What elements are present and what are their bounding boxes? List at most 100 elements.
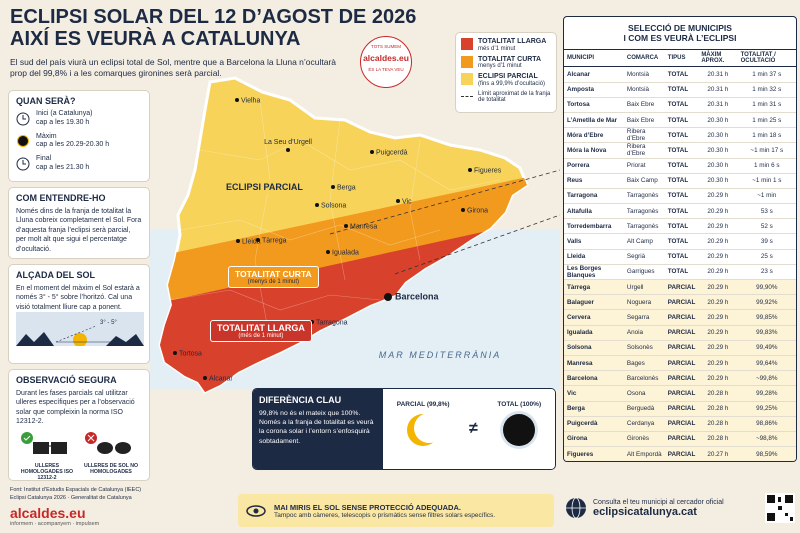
table-cell: Tarragona xyxy=(564,188,624,205)
table-cell: 20.29 h xyxy=(698,294,738,311)
table-cell: 1 min 31 s xyxy=(737,97,796,113)
title: ECLIPSI SOLAR DEL 12 D’AGOST DE 2026 AIX… xyxy=(10,6,416,50)
city-label: Girona xyxy=(467,208,488,215)
zone-title: TOTALITAT CURTA xyxy=(235,269,312,279)
panel-title: ALÇADA DEL SOL xyxy=(16,270,96,280)
city-dot xyxy=(236,239,240,243)
badge-brand: alcaldes.eu xyxy=(363,53,409,63)
difference-text: 99,8% no és el mateix que 100%. Només a … xyxy=(259,410,374,445)
table-row: Lleida Segrià TOTAL 20.29 h 25 s xyxy=(564,249,796,265)
zone-title: TOTALITAT LLARGA xyxy=(217,323,305,333)
source-line: Eclipsi Catalunya 2026 · Generalitat de … xyxy=(10,494,132,501)
table-row: Puigcerdà Cerdanya PARCIAL 20.28 h 98,86% xyxy=(564,416,796,432)
sources: Font: Institut d’Estudis Espacials de Ca… xyxy=(10,487,141,502)
map: MAR MEDITERRÀNIA Vielha La Seu d’Urgell Pu… xyxy=(150,76,560,394)
table-cell: TOTAL xyxy=(664,97,699,113)
city-label: Figueres xyxy=(474,168,502,175)
table-cell: 20.28 h xyxy=(698,431,738,448)
table-cell: TOTAL xyxy=(664,112,699,129)
altitude-panel: ALÇADA DEL SOL En el moment del màxim el… xyxy=(8,264,150,364)
table-row: Barcelona Barcelonès PARCIAL 20.29 h ~99,8% xyxy=(564,370,796,387)
table-row: Torredembarra Tarragonès TOTAL 20.29 h 52 s xyxy=(564,218,796,235)
total-label: TOTAL (100%) xyxy=(497,401,542,408)
table-row: Balaguer Noguera PARCIAL 20.29 h 99,92% xyxy=(564,294,796,311)
table-row: Igualada Anoia PARCIAL 20.29 h 99,83% xyxy=(564,325,796,341)
when-panel: QUAN SERÀ? Inici (a Catalunya) cap a les … xyxy=(8,90,150,182)
table-cell: Baix Ebre xyxy=(623,97,665,113)
table-cell: PARCIAL xyxy=(664,294,699,311)
table-cell: Cervera xyxy=(564,309,624,326)
table-cell: 20.27 h xyxy=(698,446,738,461)
table-cell: 52 s xyxy=(737,218,796,235)
city-dot xyxy=(370,150,374,154)
table-cell: Vic xyxy=(564,385,624,402)
table-cell: L’Ametlla de Mar xyxy=(564,112,624,129)
legend-item: TOTALITAT CURTA menys d’1 minut xyxy=(461,55,551,69)
understand-panel: COM ENTENDRE-HO Només dins de la franja … xyxy=(8,187,150,259)
title-line: ECLIPSI SOLAR DEL 12 D’AGOST DE 2026 xyxy=(10,6,417,28)
table-cell: TOTAL xyxy=(664,218,699,235)
consult: Consulta el teu municipi al cercador ofi… xyxy=(565,490,795,526)
table-cell: Solsonès xyxy=(623,340,665,356)
legend-title: TOTALITAT CURTA xyxy=(478,55,542,63)
table-row: Solsona Solsonès PARCIAL 20.29 h 99,49% xyxy=(564,340,796,356)
table-cell: 20.29 h xyxy=(698,188,738,205)
table-cell: 20.30 h xyxy=(698,173,738,189)
table-cell: PARCIAL xyxy=(664,309,699,326)
panel-title: OBSERVACIÓ SEGURA xyxy=(16,375,117,385)
table-row: Girona Gironès PARCIAL 20.28 h ~98,8% xyxy=(564,431,796,448)
table-cell: 20.29 h xyxy=(698,233,738,250)
table-cell: 20.29 h xyxy=(698,203,738,220)
table-cell: ~1 min 1 s xyxy=(737,173,796,189)
table-row: Reus Baix Camp TOTAL 20.30 h ~1 min 1 s xyxy=(564,173,796,189)
table-cell: ~98,8% xyxy=(737,431,796,448)
table-cell: Valls xyxy=(564,233,624,250)
table-cell: PARCIAL xyxy=(664,401,699,417)
warning-text: Tampoc amb càmeres, telescopis o prismàt… xyxy=(274,511,496,519)
difference-box: DIFERÈNCIA CLAU 99,8% no és el mateix qu… xyxy=(252,388,556,470)
table-cell: 99,90% xyxy=(737,279,796,296)
legend-title: ECLIPSI PARCIAL xyxy=(478,73,538,81)
table-cell: TOTAL xyxy=(664,249,699,265)
not-approved-label: ULLERES DE SOL NO HOMOLOGADES xyxy=(83,462,139,475)
table-cell: 20.30 h xyxy=(698,158,738,174)
table-title: SELECCIÓ DE MUNICIPIS xyxy=(628,23,732,33)
table-cell: Ribera d’Ebre xyxy=(623,142,665,159)
table-cell: PARCIAL xyxy=(664,416,699,432)
consult-url[interactable]: eclipsicatalunya.cat xyxy=(593,505,697,518)
table-cell: Figueres xyxy=(564,446,624,461)
table-cell: PARCIAL xyxy=(664,340,699,356)
city-label: Alcanar xyxy=(209,376,233,383)
table-cell: Barcelona xyxy=(564,370,624,387)
difference-title: DIFERÈNCIA CLAU xyxy=(259,395,342,405)
table-cell: Berguedà xyxy=(623,401,665,417)
table: MUNICIPI COMARCA TIPUS MÀXIM APROX. TOTALITA… xyxy=(564,50,796,461)
table-cell: 20.29 h xyxy=(698,309,738,326)
table-cell: 20.31 h xyxy=(698,97,738,113)
table-cell: TOTAL xyxy=(664,264,699,281)
legend: TOTALITAT LLARGA més d’1 minut TOTALITAT … xyxy=(455,32,557,114)
city-label: Vic xyxy=(402,199,412,206)
table-cell: TOTAL xyxy=(664,82,699,98)
city-dot xyxy=(256,238,260,242)
totality-limit-line xyxy=(394,214,560,275)
city-dot xyxy=(326,250,330,254)
legend-item: Límit aproximat de la franja de totalita… xyxy=(461,91,551,103)
title-line: AIXÍ ES VEURÀ A CATALUNYA xyxy=(10,28,301,50)
zone-label: TOTALITAT CURTA (menys de 1 minut) xyxy=(228,266,319,288)
table-cell: Ribera d’Ebre xyxy=(623,127,665,144)
table-row: Valls Alt Camp TOTAL 20.29 h 39 s xyxy=(564,233,796,250)
table-cell: Priorat xyxy=(623,158,665,174)
table-cell: 20.29 h xyxy=(698,264,738,281)
zone-note: (menys de 1 minut) xyxy=(247,279,299,285)
table-cell: Tàrrega xyxy=(564,279,624,296)
table-cell: 98,86% xyxy=(737,416,796,432)
column-header: MÀXIM APROX. xyxy=(698,50,738,68)
city-label: Barcelona xyxy=(395,292,440,302)
city-label: Lleida xyxy=(242,239,261,246)
table-cell: Alcanar xyxy=(564,66,624,83)
